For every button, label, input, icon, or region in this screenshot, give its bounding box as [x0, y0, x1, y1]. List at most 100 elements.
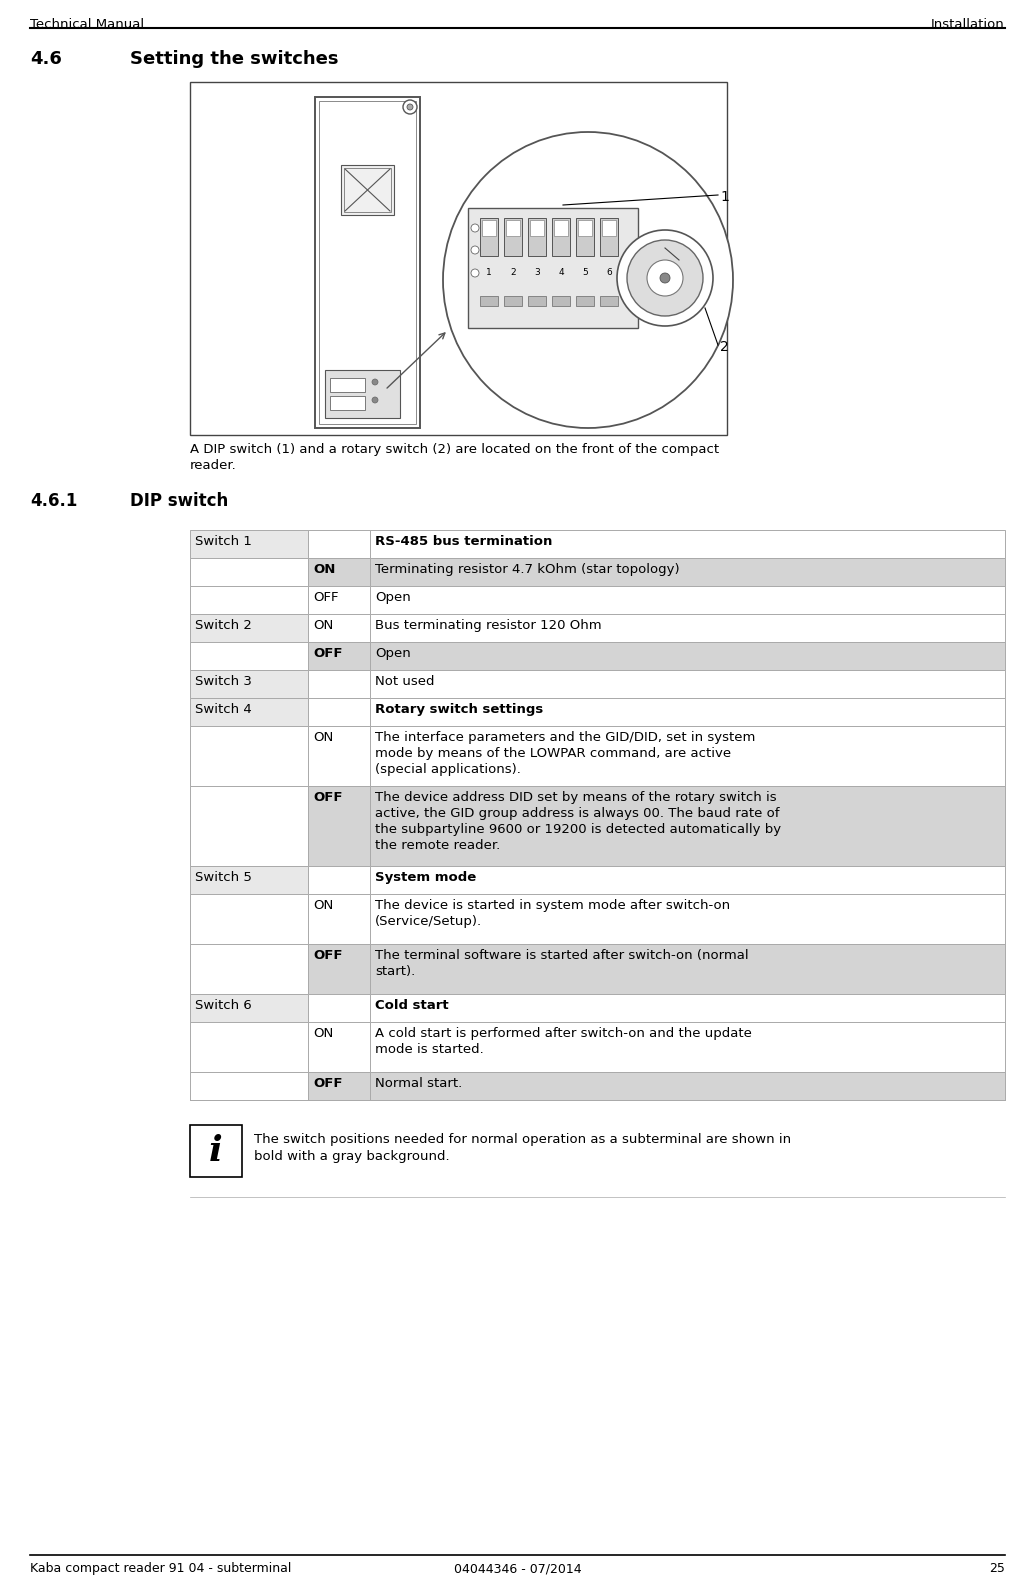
Circle shape — [471, 246, 479, 254]
Text: Switch 4: Switch 4 — [195, 704, 252, 716]
Bar — [369, 786, 1005, 865]
Text: RS-485 bus termination: RS-485 bus termination — [375, 536, 553, 548]
Text: Switch 2: Switch 2 — [195, 620, 252, 632]
Bar — [190, 82, 727, 434]
Circle shape — [617, 230, 713, 327]
Bar — [369, 642, 1005, 670]
Bar — [190, 1125, 242, 1178]
Text: the remote reader.: the remote reader. — [375, 838, 500, 853]
Bar — [369, 670, 1005, 697]
Bar — [552, 219, 570, 257]
Text: start).: start). — [375, 965, 415, 978]
Bar — [576, 296, 594, 306]
Text: Open: Open — [375, 591, 411, 604]
Text: Installation: Installation — [932, 17, 1005, 32]
Text: Bus terminating resistor 120 Ohm: Bus terminating resistor 120 Ohm — [375, 620, 601, 632]
Text: 6: 6 — [607, 268, 612, 277]
Bar — [369, 529, 1005, 558]
Bar — [190, 697, 308, 726]
Bar — [369, 945, 1005, 994]
Bar — [344, 168, 391, 212]
Bar — [315, 97, 420, 428]
Text: 9: 9 — [647, 252, 652, 262]
Text: 1: 1 — [678, 252, 683, 262]
Text: mode is started.: mode is started. — [375, 1043, 483, 1056]
Text: Switch 3: Switch 3 — [195, 675, 252, 688]
Bar — [341, 165, 394, 216]
Bar — [554, 220, 568, 236]
Bar — [552, 296, 570, 306]
Bar — [504, 219, 522, 257]
Ellipse shape — [443, 132, 733, 428]
Bar — [576, 219, 594, 257]
Bar — [190, 786, 308, 865]
Text: OFF: OFF — [313, 949, 343, 962]
Bar — [308, 1071, 369, 1100]
Text: 04044346 - 07/2014: 04044346 - 07/2014 — [453, 1561, 582, 1575]
Text: bold with a gray background.: bold with a gray background. — [254, 1151, 449, 1163]
Bar — [190, 670, 308, 697]
Bar — [308, 994, 369, 1022]
Text: Open: Open — [375, 647, 411, 659]
Text: the subpartyline 9600 or 19200 is detected automatically by: the subpartyline 9600 or 19200 is detect… — [375, 823, 781, 835]
Text: DIP switch: DIP switch — [130, 491, 229, 510]
Bar — [308, 697, 369, 726]
Text: Switch 5: Switch 5 — [195, 872, 252, 884]
Text: (special applications).: (special applications). — [375, 762, 521, 777]
Text: Rotary switch settings: Rotary switch settings — [375, 704, 543, 716]
Text: The terminal software is started after switch-on (normal: The terminal software is started after s… — [375, 949, 748, 962]
Bar — [190, 726, 308, 786]
Text: Kaba compact reader 91 04 - subterminal: Kaba compact reader 91 04 - subterminal — [30, 1561, 292, 1575]
Bar — [602, 220, 616, 236]
Bar — [190, 865, 308, 894]
Bar — [369, 1071, 1005, 1100]
Bar — [369, 726, 1005, 786]
Bar — [528, 219, 546, 257]
Text: i: i — [209, 1133, 223, 1168]
Text: 3: 3 — [534, 268, 540, 277]
Text: Switch 6: Switch 6 — [195, 999, 252, 1011]
Text: Normal start.: Normal start. — [375, 1076, 463, 1090]
Circle shape — [407, 105, 413, 109]
Text: 4.6.1: 4.6.1 — [30, 491, 78, 510]
Text: Terminating resistor 4.7 kOhm (star topology): Terminating resistor 4.7 kOhm (star topo… — [375, 563, 680, 575]
Bar — [308, 670, 369, 697]
Bar — [190, 1022, 308, 1071]
Bar — [468, 208, 638, 328]
Text: Not used: Not used — [375, 675, 435, 688]
Text: 4.6: 4.6 — [30, 51, 62, 68]
Bar — [308, 945, 369, 994]
Bar — [369, 586, 1005, 613]
Text: ON: ON — [313, 731, 333, 743]
Bar — [330, 377, 365, 391]
Bar — [308, 894, 369, 945]
Bar — [308, 726, 369, 786]
Text: The device is started in system mode after switch-on: The device is started in system mode aft… — [375, 899, 730, 911]
Bar — [308, 642, 369, 670]
Text: 1: 1 — [720, 190, 729, 204]
Bar — [308, 529, 369, 558]
Text: 5: 5 — [662, 300, 668, 309]
Text: active, the GID group address is always 00. The baud rate of: active, the GID group address is always … — [375, 807, 779, 819]
Text: The switch positions needed for normal operation as a subterminal are shown in: The switch positions needed for normal o… — [254, 1133, 791, 1146]
Bar — [530, 220, 544, 236]
Circle shape — [471, 269, 479, 277]
Bar — [330, 396, 365, 411]
Circle shape — [403, 100, 417, 114]
Text: ON: ON — [313, 620, 333, 632]
Text: 2: 2 — [720, 341, 729, 353]
Text: Technical Manual: Technical Manual — [30, 17, 144, 32]
Bar — [369, 994, 1005, 1022]
Bar — [190, 558, 308, 586]
Text: 25: 25 — [989, 1561, 1005, 1575]
Text: The interface parameters and the GID/DID, set in system: The interface parameters and the GID/DID… — [375, 731, 756, 743]
Bar — [190, 945, 308, 994]
Text: 7: 7 — [638, 282, 643, 290]
Text: ON: ON — [313, 563, 335, 575]
Bar — [480, 219, 498, 257]
Text: Switch 1: Switch 1 — [195, 536, 252, 548]
Circle shape — [372, 396, 378, 403]
Text: mode by means of the LOWPAR command, are active: mode by means of the LOWPAR command, are… — [375, 747, 731, 759]
Text: 1: 1 — [486, 268, 492, 277]
Bar — [325, 369, 400, 418]
